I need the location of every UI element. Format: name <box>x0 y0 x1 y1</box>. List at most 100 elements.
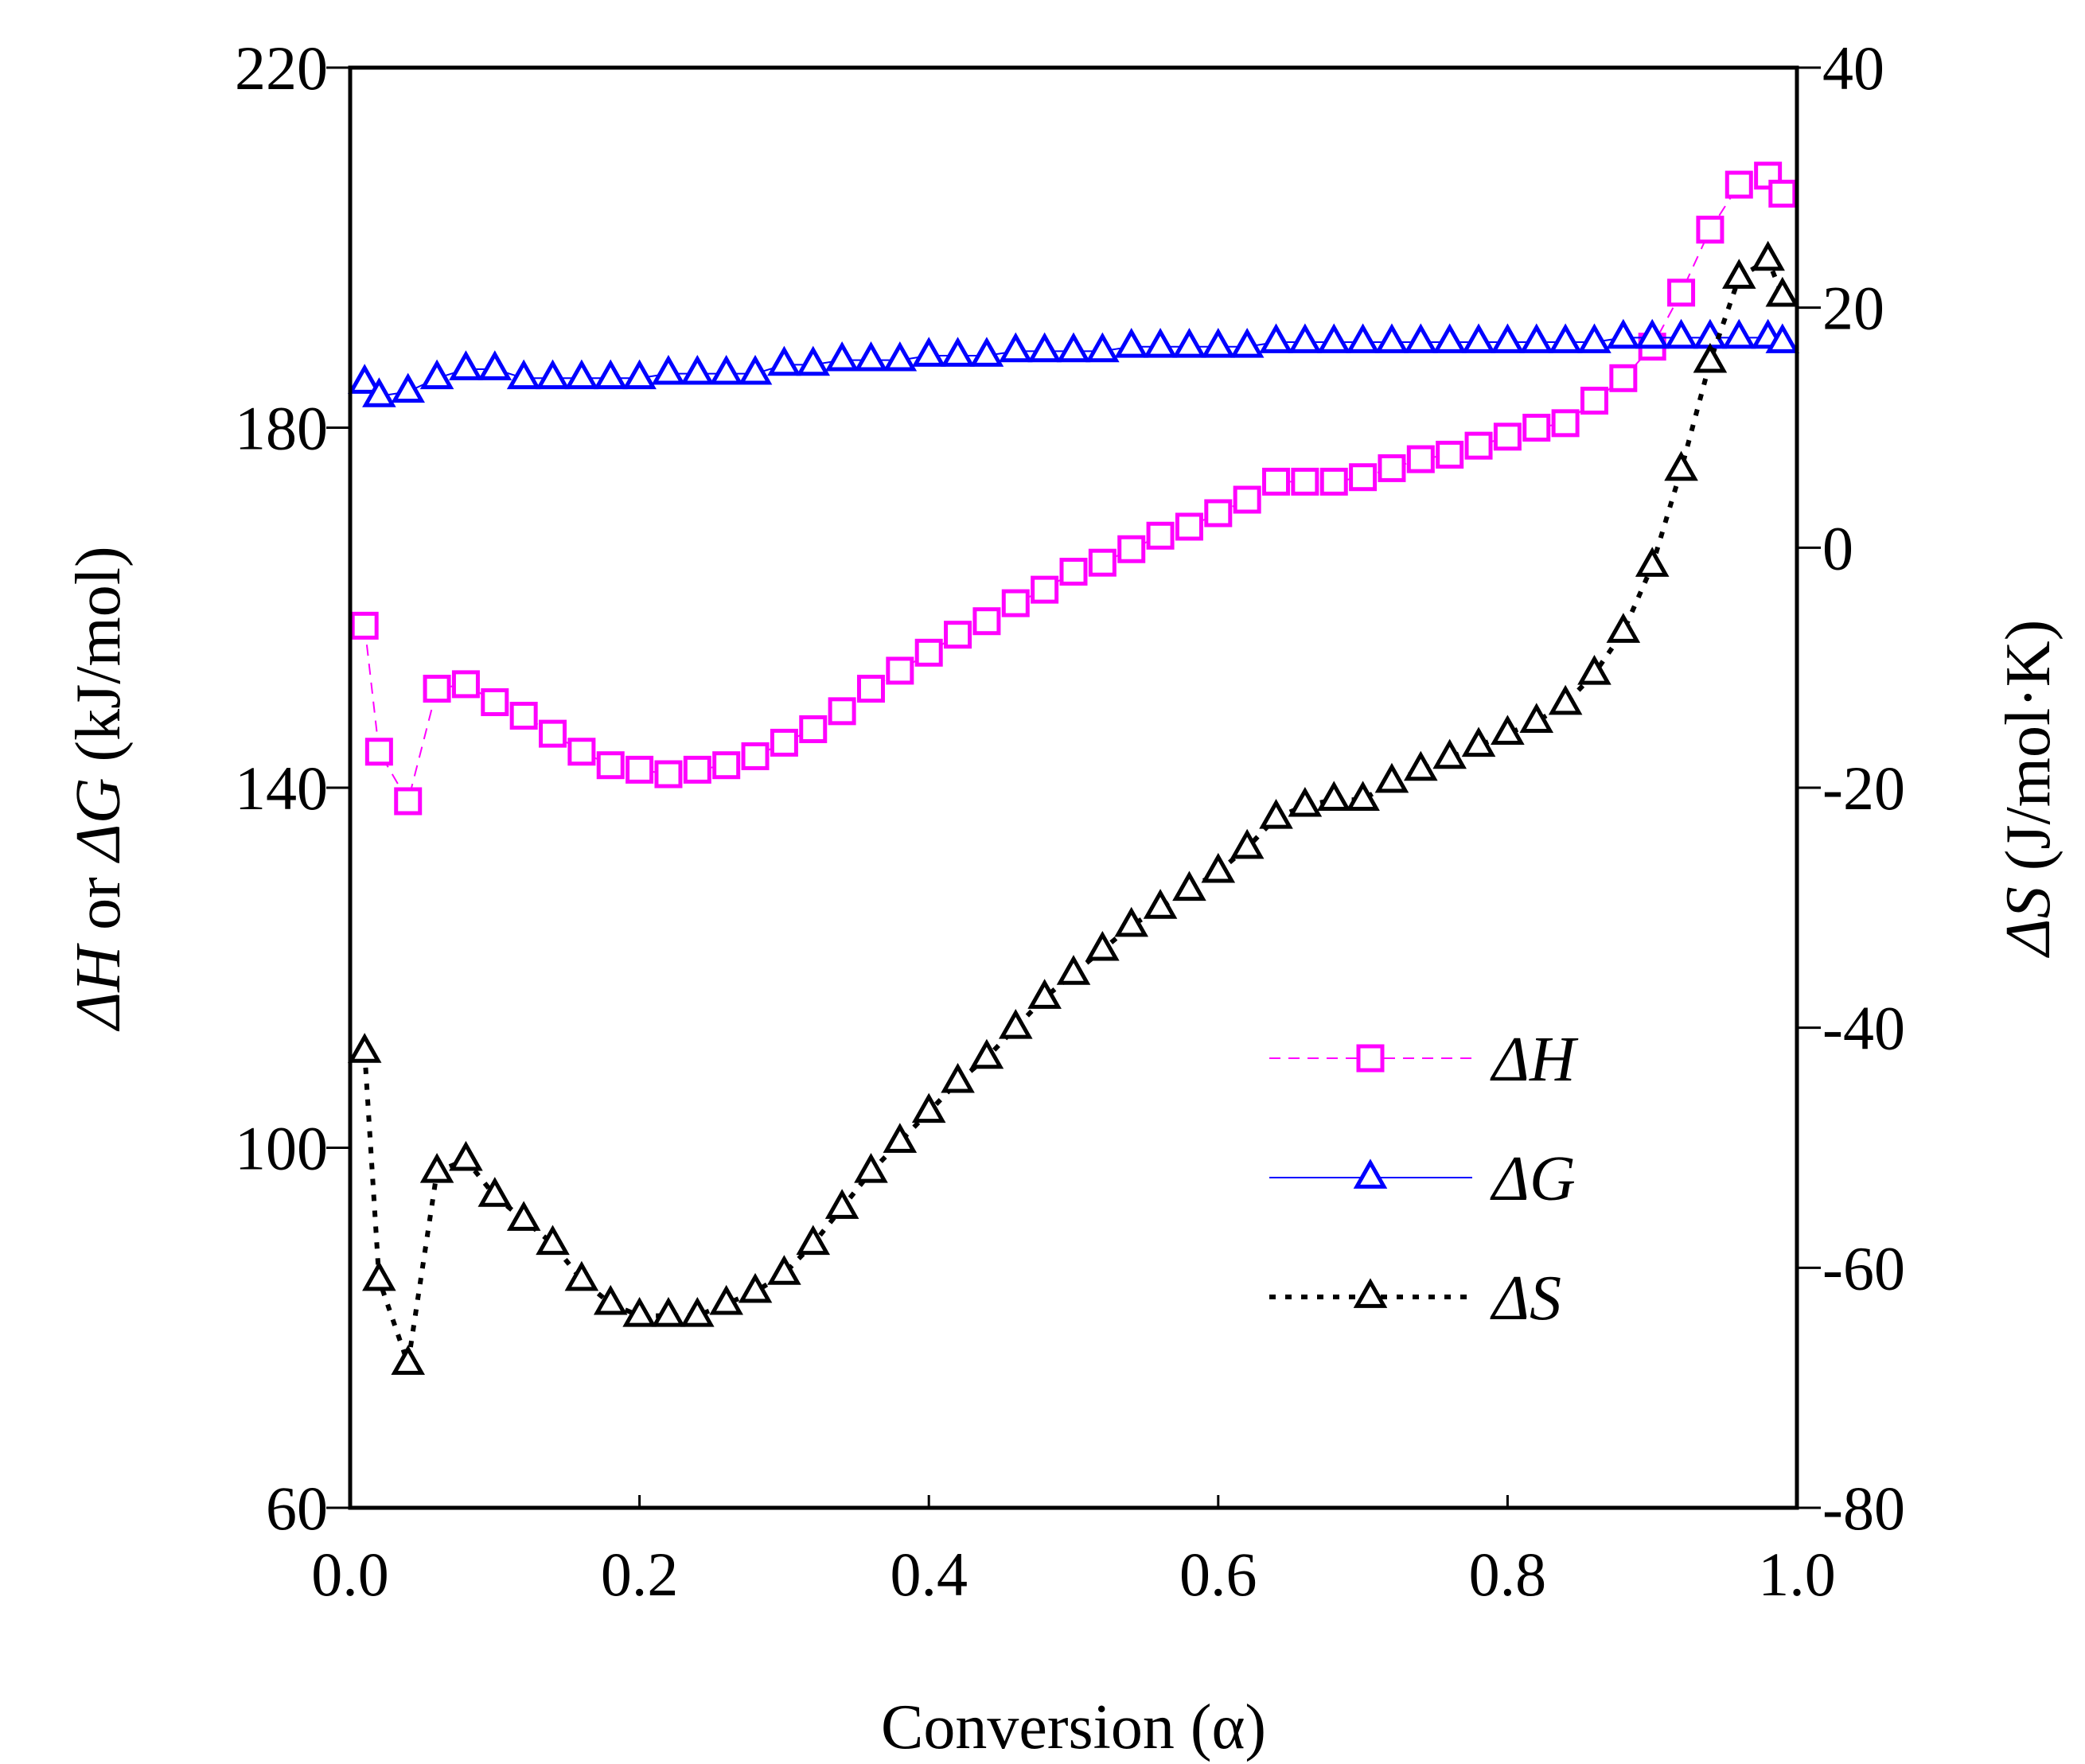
series-dg-point <box>854 341 888 372</box>
tick-label-layer: 0.0 0.2 0.4 0.6 0.8 1.0 60 100 140 180 220 -80 -60 -4… <box>235 33 1905 1609</box>
series-dh-point <box>683 755 711 784</box>
y-right-tick-label: -60 <box>1822 1233 1905 1303</box>
series-ds-point <box>796 1225 831 1256</box>
series-dh-point <box>828 697 856 726</box>
series-dg-point <box>564 359 599 390</box>
x-tick-label: 0.8 <box>1469 1540 1547 1609</box>
series-ds-point <box>1721 259 1756 289</box>
y-right-tick-label: -20 <box>1822 753 1905 823</box>
series-dg-point <box>1114 328 1149 358</box>
series-dg-point <box>536 359 570 390</box>
series-dh-point <box>654 760 683 789</box>
series-ds-point <box>1577 655 1611 685</box>
y-right-tick-label: -40 <box>1822 994 1905 1063</box>
series-ds-point <box>1519 703 1554 733</box>
series-ds-point <box>1201 852 1236 883</box>
series-dh-point <box>1175 512 1203 541</box>
series-dg-point <box>911 337 946 367</box>
series-dg-point <box>1288 323 1323 353</box>
x-tick-label: 0.6 <box>1179 1540 1257 1609</box>
series-dg-point <box>969 337 1004 367</box>
series-ds-point <box>1027 979 1062 1009</box>
series-dg-point <box>362 377 396 407</box>
series-ds-point <box>883 1123 918 1153</box>
series-ds-point <box>738 1272 773 1303</box>
series-dg-point <box>419 359 454 390</box>
series-ds-point <box>1085 930 1120 961</box>
series-dh-point <box>364 738 393 766</box>
series-dg-point <box>1635 318 1670 349</box>
x-tick-label: 0.0 <box>311 1540 389 1609</box>
series-dh-point <box>1406 445 1435 473</box>
series-ds-point <box>391 1345 426 1375</box>
y-left-tick-label: 140 <box>235 753 328 823</box>
series-ds-point <box>1230 828 1265 859</box>
y-right-tick-label: 40 <box>1822 33 1884 103</box>
x-tick-label: 0.2 <box>601 1540 679 1609</box>
y-right-tick-label: 0 <box>1822 513 1853 582</box>
series-dh-point <box>451 670 480 699</box>
y-left-title-unit: (kJ/mol) <box>64 546 134 777</box>
series-dg-point <box>1491 323 1525 353</box>
legend-label-ds: ΔS <box>1490 1264 1561 1334</box>
series-dg-point <box>1548 323 1583 353</box>
series-dh-point <box>394 787 423 816</box>
series-dh-point <box>856 675 885 703</box>
series-dh-point <box>423 675 451 703</box>
series-ds-point <box>854 1152 888 1183</box>
x-axis-title: Conversion (α) <box>881 1692 1266 1762</box>
y-right-axis-title: ΔS (J/mol·K) <box>1993 620 2064 958</box>
series-ds-point <box>419 1152 454 1183</box>
series-dg-point <box>1056 332 1091 363</box>
series-ds-point <box>564 1260 599 1291</box>
series-dh-point <box>481 688 509 717</box>
series-dh-point <box>1378 454 1406 482</box>
series-ds-point <box>1404 750 1438 781</box>
series-dh-point <box>1436 440 1464 469</box>
plot-area-background <box>350 68 1797 1508</box>
series-dg-point <box>767 345 801 376</box>
series-dg-point <box>593 359 628 390</box>
series-dh-point <box>350 611 379 640</box>
series-dh-point <box>509 702 538 730</box>
series-dh-point <box>1031 575 1059 604</box>
series-dh-point <box>1059 558 1088 586</box>
series-dg-point <box>1085 332 1120 363</box>
series-dh-point <box>1204 499 1233 528</box>
series-dg-point <box>1721 318 1756 349</box>
series-dh-point <box>1117 535 1146 563</box>
series-ds-point <box>1491 715 1525 746</box>
x-tick-label: 0.4 <box>890 1540 968 1609</box>
y-left-tick-label: 60 <box>266 1474 328 1543</box>
x-tick-label: 1.0 <box>1758 1540 1836 1609</box>
series-dg-point <box>622 359 657 390</box>
series-layer <box>347 162 1800 1375</box>
series-ds-point <box>824 1189 859 1219</box>
series-ds-point <box>1693 342 1728 373</box>
series-dg-point <box>680 354 715 385</box>
series-dg-point <box>1461 323 1496 353</box>
series-dg-point <box>883 341 918 372</box>
series-dh-point <box>1464 431 1493 460</box>
legend-item-dg: ΔG <box>1269 1144 1576 1214</box>
legend-marker-ds <box>1353 1278 1388 1308</box>
series-dg-point <box>1374 323 1409 353</box>
series-dg-point <box>1606 318 1641 349</box>
series-dg-point <box>709 354 743 385</box>
series-dh-point <box>1291 467 1319 496</box>
series-dh-point <box>1001 589 1030 617</box>
legend-item-ds: ΔS <box>1269 1264 1561 1334</box>
series-dh-point <box>1551 409 1580 438</box>
series-ds-point <box>1635 547 1670 577</box>
legend-label-dh: ΔH <box>1490 1025 1579 1095</box>
series-dg-point <box>1577 323 1611 353</box>
series-ds-point <box>911 1092 946 1123</box>
series-ds-point <box>347 1033 382 1063</box>
series-ds-point <box>767 1255 801 1285</box>
series-dh-point <box>1349 463 1378 492</box>
series-ds-point <box>1056 955 1091 985</box>
series-ds-point <box>536 1225 570 1256</box>
series-dg-point <box>651 354 686 385</box>
y-right-title-ds: ΔS <box>1993 886 2064 958</box>
series-ds-point <box>969 1038 1004 1069</box>
